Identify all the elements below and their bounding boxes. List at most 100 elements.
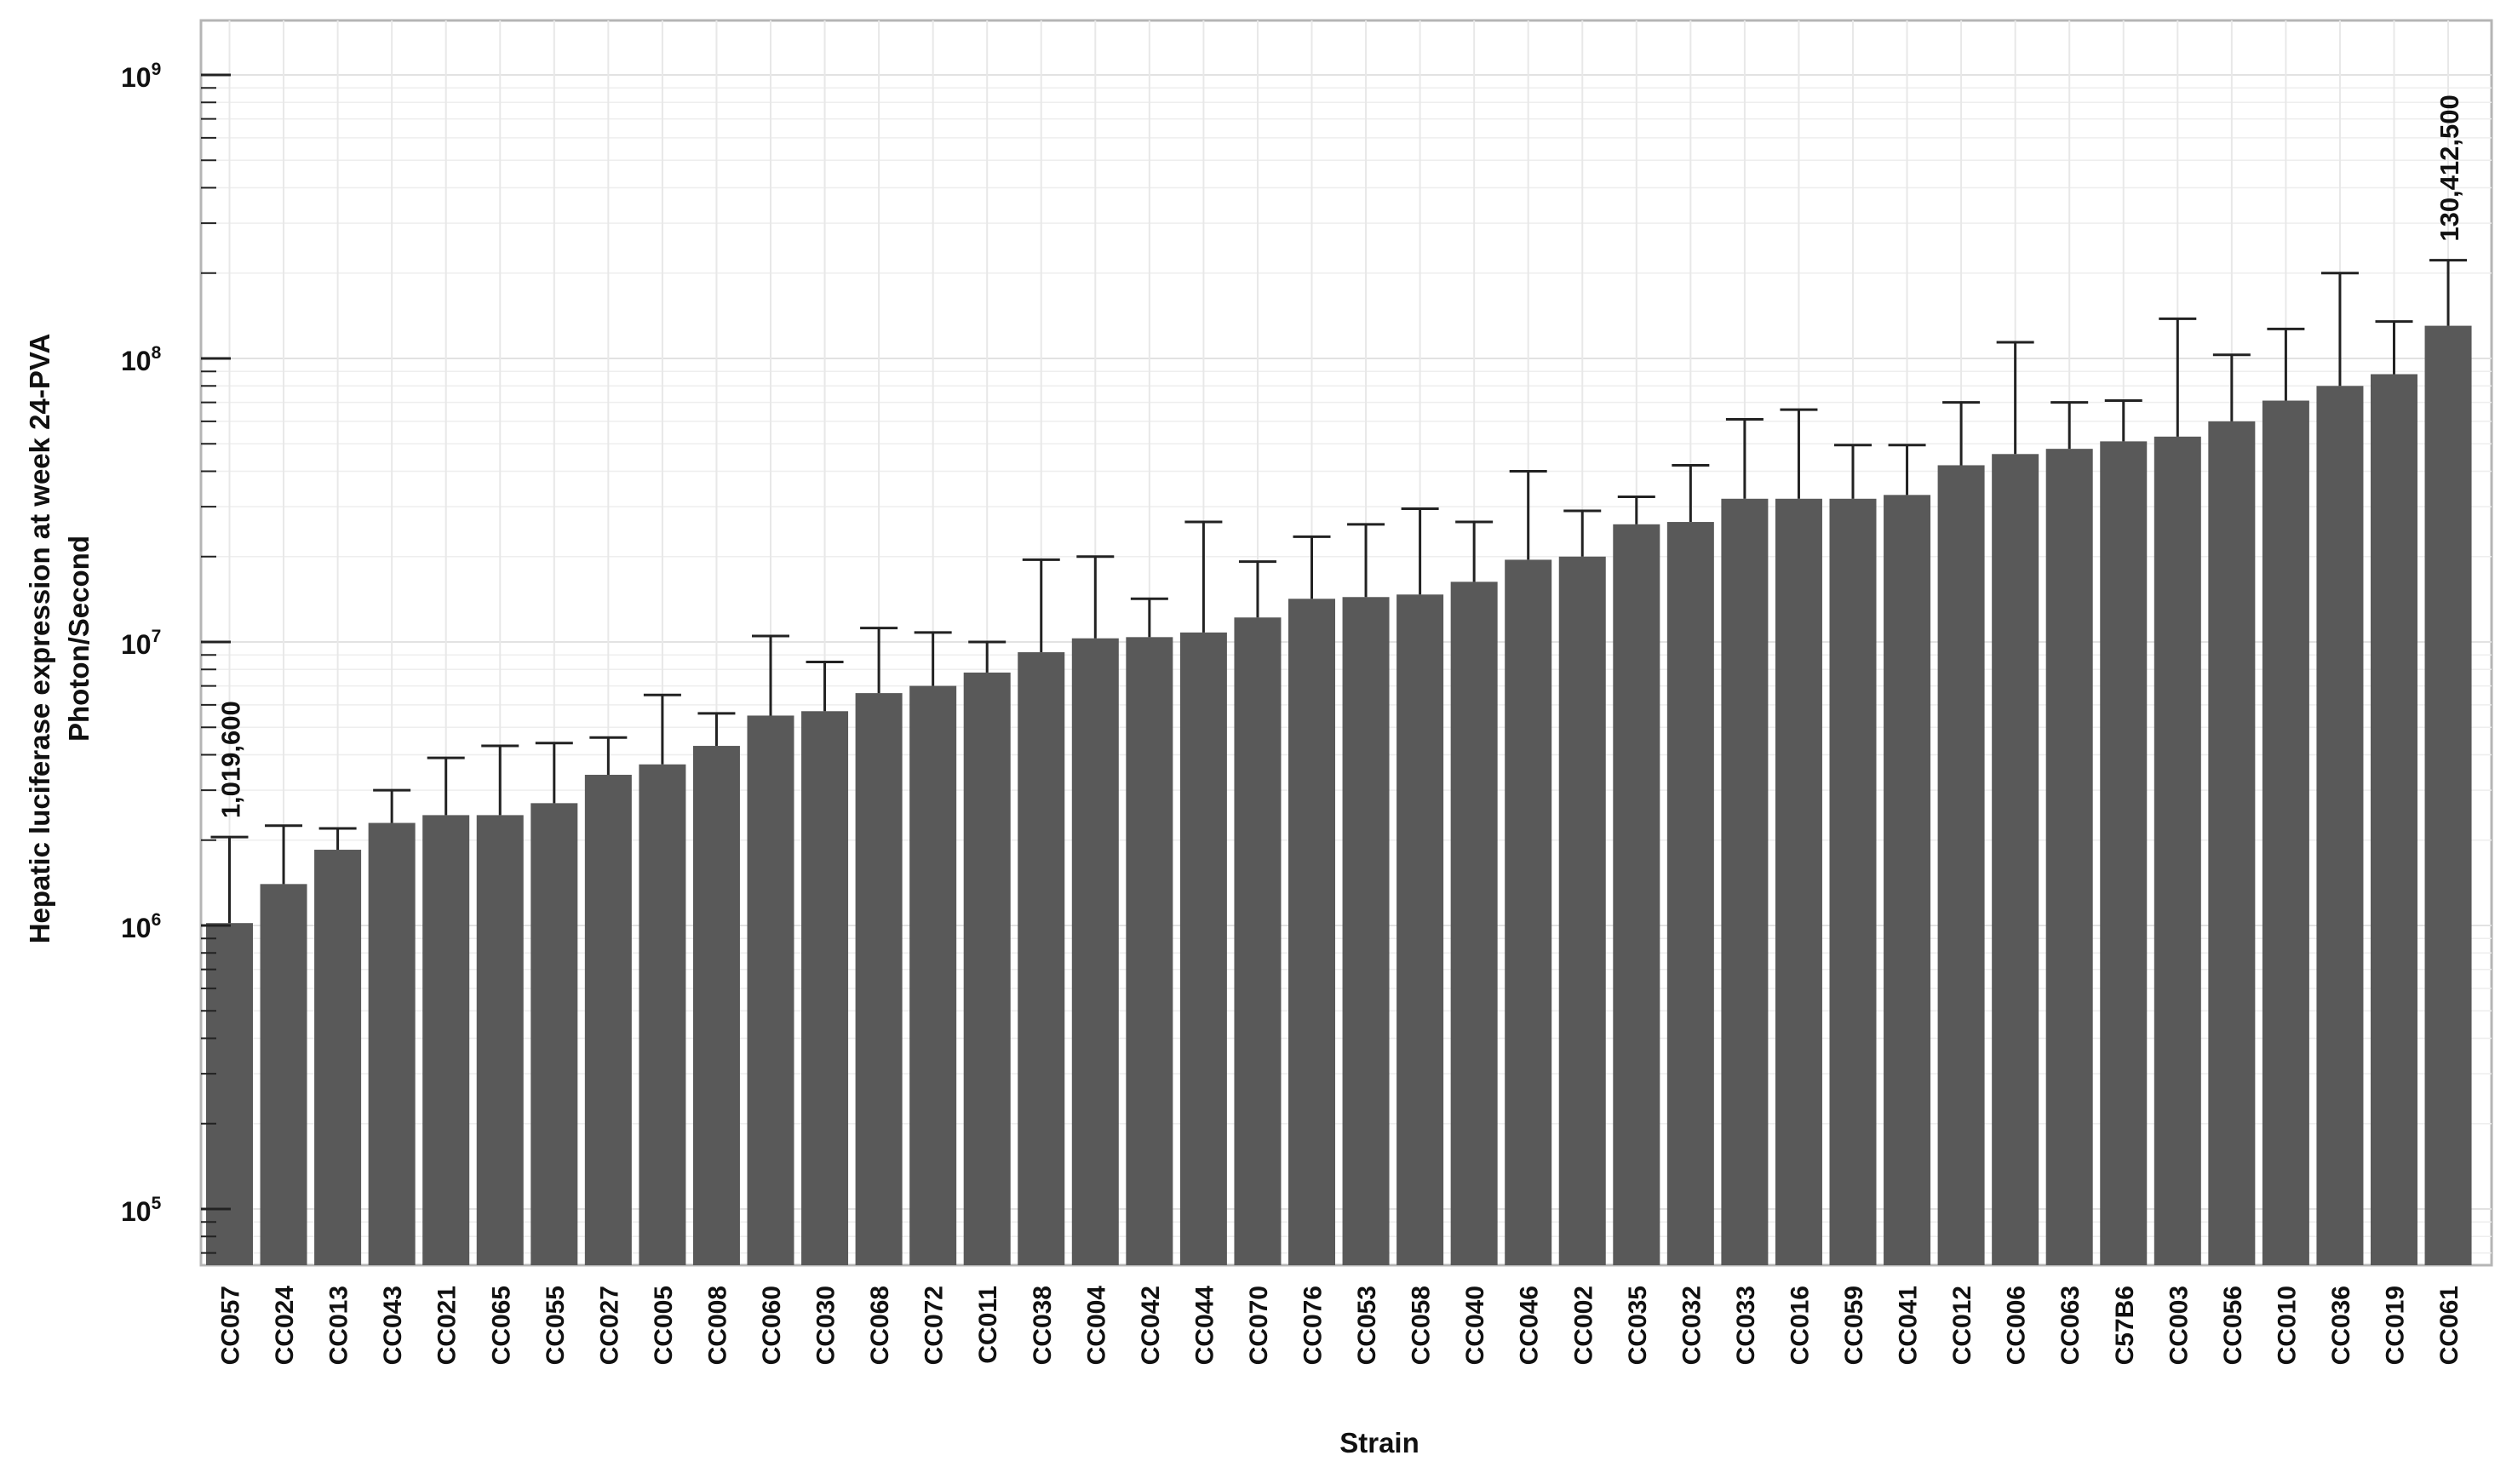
x-tick-label: CC042 — [1137, 1286, 1165, 1365]
error-bars — [210, 259, 2468, 924]
bar-cc030 — [801, 711, 849, 1265]
x-tick-label: CC057 — [217, 1286, 245, 1365]
x-tick-label: CC030 — [812, 1286, 840, 1365]
bar-cc042 — [1126, 637, 1173, 1265]
bar-cc024 — [260, 884, 307, 1265]
bar-cc032 — [1666, 522, 1714, 1265]
y-axis-title-line-2: Photon/Second — [63, 536, 95, 742]
x-tick-label: CC076 — [1299, 1286, 1328, 1365]
x-tick-label: CC058 — [1408, 1286, 1436, 1365]
bar-cc055 — [531, 803, 578, 1265]
x-tick-label: CC065 — [487, 1286, 515, 1365]
bar-cc043 — [368, 822, 416, 1265]
bar-cc008 — [692, 746, 740, 1265]
x-tick-label: CC036 — [2327, 1286, 2355, 1365]
x-tick-label: C57B6 — [2111, 1286, 2139, 1365]
x-tick-label: CC005 — [650, 1286, 678, 1365]
x-tick-label: CC046 — [1516, 1286, 1544, 1365]
data-annotations: 1,019,600 130,412,500 — [216, 95, 2465, 818]
x-tick-label: CC027 — [595, 1286, 623, 1365]
x-tick-label: CC053 — [1353, 1286, 1381, 1365]
bar-cc033 — [1721, 498, 1769, 1265]
x-tick-label: CC033 — [1732, 1286, 1760, 1365]
data-annotation-cc061: 130,412,500 — [2435, 95, 2464, 241]
x-tick-label: CC059 — [1840, 1286, 1868, 1365]
bar-cc040 — [1450, 582, 1498, 1265]
bar-cc068 — [855, 693, 903, 1265]
x-tick-label: CC008 — [703, 1286, 731, 1365]
bar-cc035 — [1613, 524, 1660, 1265]
bar-cc044 — [1179, 632, 1227, 1265]
bar-cc027 — [584, 775, 632, 1265]
x-tick-label: CC024 — [271, 1286, 299, 1366]
data-annotation-cc057: 1,019,600 — [216, 701, 246, 818]
bar-cc061 — [2424, 325, 2472, 1266]
bar-cc003 — [2154, 436, 2201, 1265]
y-axis-title-line-1: Hepatic luciferase expression at week 24… — [24, 334, 55, 944]
bar-cc065 — [476, 815, 524, 1265]
bar-cc046 — [1505, 559, 1552, 1265]
x-tick-label: CC055 — [542, 1286, 570, 1365]
x-tick-label: CC003 — [2165, 1286, 2193, 1365]
x-axis-title: Strain — [1339, 1427, 1419, 1458]
x-tick-label: CC043 — [379, 1286, 407, 1365]
bar-cc057 — [206, 923, 253, 1265]
bar-cc036 — [2316, 386, 2364, 1266]
x-tick-label: CC032 — [1678, 1286, 1706, 1365]
bar-cc019 — [2371, 374, 2417, 1265]
y-axis: 105 106 107 108 109 — [121, 60, 231, 1254]
x-tick-labels: CC057 CC024 CC013 CC043 CC021 CC065 CC055 CC027… — [217, 1286, 2464, 1366]
bar-cc060 — [747, 715, 794, 1265]
x-tick-label: CC035 — [1624, 1286, 1652, 1365]
bar-cc021 — [422, 815, 470, 1265]
x-tick-label: CC056 — [2219, 1286, 2247, 1365]
bar-cc053 — [1342, 597, 1390, 1265]
x-tick-label: CC072 — [920, 1286, 949, 1365]
y-tick-label: 105 — [121, 1194, 162, 1227]
x-tick-label: CC040 — [1461, 1286, 1489, 1365]
bar-cc010 — [2262, 400, 2309, 1265]
y-tick-label: 108 — [121, 343, 162, 376]
x-tick-label: CC004 — [1082, 1286, 1110, 1366]
bar-cc004 — [1071, 638, 1119, 1265]
y-tick-label: 107 — [121, 627, 161, 660]
x-tick-label: CC002 — [1569, 1286, 1597, 1365]
x-tick-label: CC063 — [2056, 1286, 2085, 1365]
x-tick-label: CC021 — [433, 1286, 462, 1365]
x-tick-label: CC068 — [866, 1286, 894, 1365]
bar-c57b6 — [2100, 441, 2148, 1265]
x-tick-label: CC013 — [325, 1286, 353, 1365]
bar-cc005 — [639, 764, 686, 1265]
bar-cc041 — [1884, 495, 1931, 1265]
bar-cc063 — [2045, 449, 2093, 1265]
bar-cc058 — [1397, 594, 1444, 1265]
x-tick-label: CC060 — [758, 1286, 786, 1365]
bars — [206, 325, 2472, 1266]
bar-cc070 — [1234, 617, 1282, 1265]
bar-cc013 — [314, 850, 362, 1265]
bar-cc056 — [2208, 421, 2256, 1266]
x-tick-label: CC010 — [2273, 1286, 2301, 1365]
bar-cc038 — [1018, 652, 1065, 1265]
bar-cc072 — [909, 685, 957, 1265]
bar-cc006 — [1992, 454, 2039, 1265]
y-tick-label: 106 — [121, 910, 161, 943]
x-tick-label: CC044 — [1190, 1286, 1219, 1366]
bar-cc012 — [1937, 465, 1985, 1265]
x-tick-label: CC019 — [2382, 1286, 2410, 1365]
x-tick-label: CC012 — [1948, 1286, 1976, 1365]
x-tick-label: CC006 — [2003, 1286, 2031, 1365]
bar-cc011 — [963, 672, 1011, 1265]
x-tick-label: CC016 — [1786, 1286, 1814, 1365]
x-tick-label: CC038 — [1029, 1286, 1057, 1365]
bar-cc076 — [1288, 599, 1335, 1265]
bar-cc059 — [1829, 498, 1877, 1265]
x-tick-label: CC070 — [1245, 1286, 1273, 1365]
x-tick-label: CC061 — [2435, 1286, 2463, 1365]
x-tick-label: CC041 — [1895, 1286, 1923, 1365]
x-tick-label: CC011 — [974, 1286, 1002, 1364]
bar-cc002 — [1558, 556, 1606, 1265]
bar-cc016 — [1775, 498, 1822, 1265]
y-tick-label: 109 — [121, 60, 161, 93]
